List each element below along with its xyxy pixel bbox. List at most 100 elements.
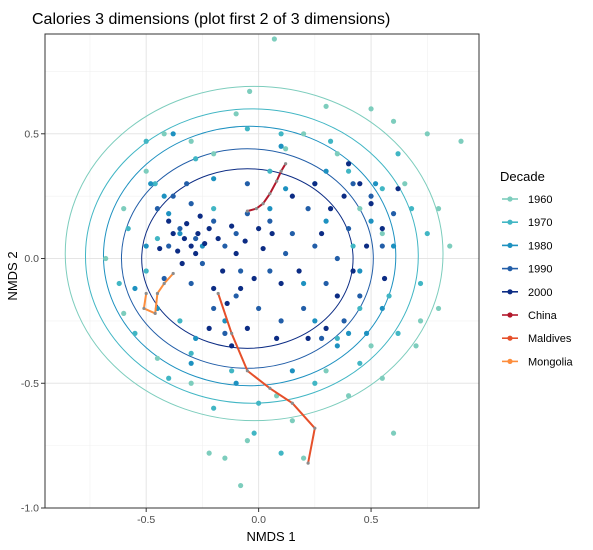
y-tick-label: -1.0 [21, 503, 39, 515]
point-1990 [357, 293, 362, 298]
trajectory-point-china [255, 207, 258, 210]
point-1980 [162, 194, 167, 199]
y-tick-label: 0.0 [24, 253, 39, 265]
point-1970 [256, 401, 261, 406]
point-1990 [301, 306, 306, 311]
point-1980 [267, 206, 272, 211]
point-1960 [323, 104, 328, 109]
trajectory-point-mongolia [145, 292, 148, 295]
point-1980 [166, 211, 171, 216]
point-1960 [234, 111, 239, 116]
trajectory-point-china [246, 210, 249, 213]
point-1970 [155, 236, 160, 241]
point-2000 [290, 194, 295, 199]
point-1980 [364, 331, 369, 336]
point-1970 [153, 181, 158, 186]
point-1990 [335, 256, 340, 261]
trajectory-point-maldives [217, 292, 220, 295]
point-1970 [229, 368, 234, 373]
point-1980 [189, 361, 194, 366]
point-1960 [121, 311, 126, 316]
point-1960 [189, 139, 194, 144]
scatter-points [103, 36, 463, 488]
ellipse-1970 [85, 109, 418, 403]
point-1960 [189, 381, 194, 386]
point-2000 [368, 201, 373, 206]
point-1960 [290, 418, 295, 423]
point-1960 [357, 206, 362, 211]
point-1970 [267, 169, 272, 174]
point-1960 [436, 306, 441, 311]
point-1990 [305, 206, 310, 211]
y-axis-title: NMDS 2 [5, 251, 20, 300]
point-2000 [305, 336, 310, 341]
legend-label: Mongolia [528, 356, 574, 368]
trajectory-point-mongolia [142, 307, 145, 310]
point-1970 [245, 126, 250, 131]
legend-key-point [507, 359, 512, 364]
point-1990 [323, 281, 328, 286]
point-1970 [177, 318, 182, 323]
trajectory-maldives [218, 294, 315, 464]
legend-label: 1970 [528, 217, 552, 229]
trajectory-point-china [275, 180, 278, 183]
point-2000 [380, 226, 385, 231]
point-2000 [220, 268, 225, 273]
point-2000 [189, 243, 194, 248]
point-1990 [171, 194, 176, 199]
trajectory-point-maldives [313, 427, 316, 430]
point-2000 [216, 236, 221, 241]
point-1970 [409, 206, 414, 211]
point-1990 [184, 181, 189, 186]
point-1960 [458, 139, 463, 144]
point-2000 [256, 226, 261, 231]
legend-label: Maldives [528, 333, 572, 345]
point-1960 [391, 119, 396, 124]
legend-key-point [507, 312, 512, 317]
point-1980 [234, 381, 239, 386]
legend-key-point [507, 196, 512, 201]
legend-title: Decade [500, 169, 545, 184]
point-1960 [447, 243, 452, 248]
point-1990 [222, 243, 227, 248]
point-2000 [364, 243, 369, 248]
trajectory-point-mongolia [172, 272, 175, 275]
point-1990 [267, 268, 272, 273]
point-1970 [357, 306, 362, 311]
point-1990 [391, 211, 396, 216]
point-2000 [238, 286, 243, 291]
point-1960 [222, 456, 227, 461]
legend-label: 1990 [528, 264, 552, 276]
trajectory-point-mongolia [156, 292, 159, 295]
point-1960 [162, 131, 167, 136]
point-2000 [184, 221, 189, 226]
point-1970 [166, 376, 171, 381]
legend-key-point [507, 243, 512, 248]
trajectory-point-maldives [291, 402, 294, 405]
point-1980 [373, 181, 378, 186]
point-1960 [301, 456, 306, 461]
point-1980 [211, 176, 216, 181]
point-1980 [144, 243, 149, 248]
point-1990 [256, 306, 261, 311]
point-1990 [350, 181, 355, 186]
point-1970 [357, 361, 362, 366]
legend-label: China [528, 310, 558, 322]
x-tick-label: -0.5 [137, 514, 155, 526]
point-1960 [413, 343, 418, 348]
point-1980 [279, 144, 284, 149]
point-2000 [395, 186, 400, 191]
trajectory-point-china [284, 162, 287, 165]
point-1960 [301, 131, 306, 136]
point-1980 [148, 181, 153, 186]
point-1970 [126, 226, 131, 231]
point-1990 [189, 201, 194, 206]
legend-key-point [507, 289, 512, 294]
legend-key-point [507, 220, 512, 225]
point-1970 [328, 139, 333, 144]
legend-key-point [507, 266, 512, 271]
point-1980 [290, 368, 295, 373]
point-1980 [323, 219, 328, 224]
point-1980 [368, 219, 373, 224]
point-1990 [211, 219, 216, 224]
